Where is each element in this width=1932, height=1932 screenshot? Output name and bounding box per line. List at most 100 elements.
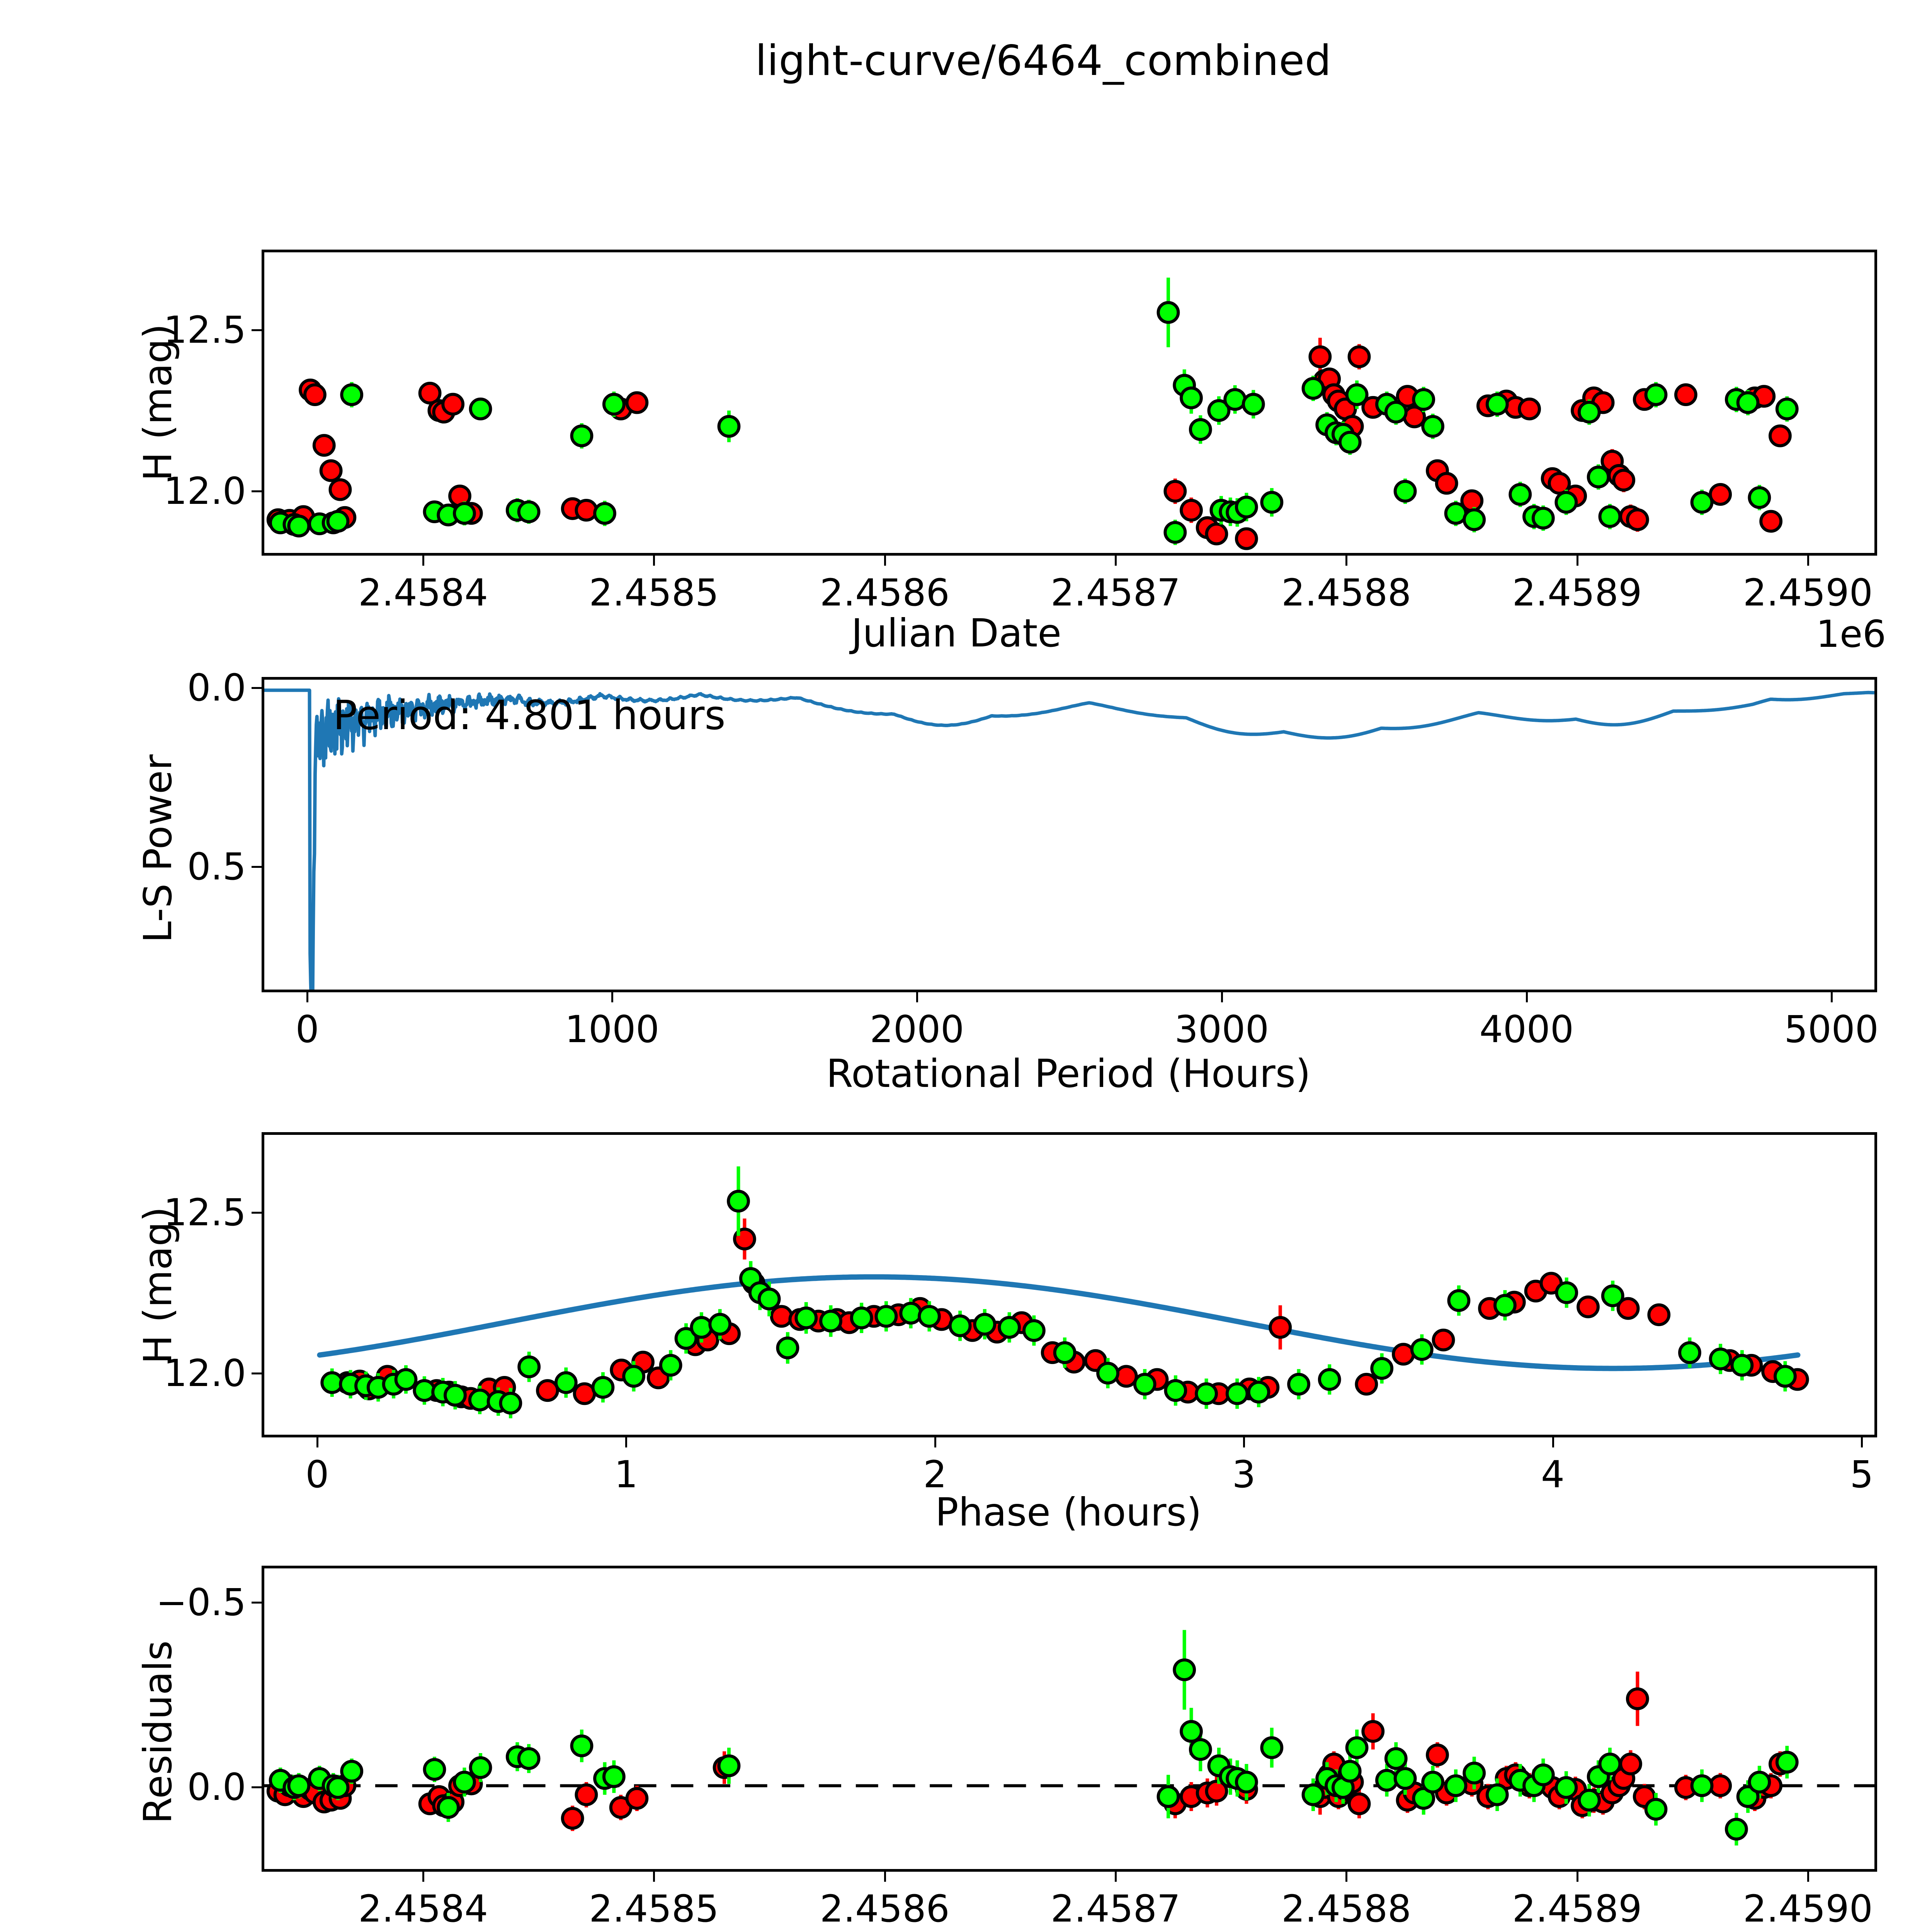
series-red-filter [266, 1672, 1792, 1831]
x-tick-mark [1114, 556, 1117, 566]
x-tick-label: 2.4585 [589, 571, 719, 614]
data-point [1133, 1372, 1156, 1396]
data-point [1096, 1362, 1119, 1385]
data-point [303, 383, 327, 406]
x-tick-mark [884, 1872, 886, 1882]
data-point [1410, 1338, 1434, 1361]
data-point [1463, 1762, 1486, 1785]
data-point [708, 1313, 732, 1336]
data-point [320, 1371, 344, 1394]
data-point [819, 1310, 842, 1333]
data-point [591, 1376, 615, 1399]
data-point [998, 1316, 1021, 1339]
data-point [536, 1379, 559, 1402]
data-point [1347, 1792, 1371, 1815]
data-point [1260, 491, 1284, 514]
x-tick-label: 2 [923, 1453, 947, 1496]
data-point [1748, 486, 1771, 509]
data-point [423, 1758, 446, 1781]
data-point [1235, 1770, 1258, 1794]
x-tick-mark [1830, 992, 1833, 1002]
data-point [1180, 1720, 1203, 1743]
data-point [674, 1327, 698, 1350]
residuals-x-offset-text: 1e6 [1816, 1928, 1886, 1932]
data-point [452, 1770, 476, 1794]
data-point [1577, 1295, 1600, 1318]
x-tick-mark [1221, 992, 1223, 1002]
data-point [1619, 1752, 1642, 1776]
data-point [1301, 1783, 1325, 1806]
x-tick-label: 2.4590 [1743, 1887, 1873, 1930]
data-point [1644, 1798, 1668, 1821]
data-point [1393, 480, 1417, 503]
x-tick-label: 2.4587 [1051, 571, 1180, 614]
residuals-plot-area [264, 1630, 1874, 1846]
data-point [1709, 483, 1732, 506]
data-point [1421, 1770, 1444, 1794]
y-tick-mark [252, 1602, 262, 1604]
residuals-xlabel: Julian Date [851, 1926, 1061, 1932]
figure-title: light-curve/6464_combined [755, 37, 1332, 85]
data-point [625, 391, 649, 414]
x-tick-mark [653, 556, 655, 566]
data-point [554, 1371, 578, 1394]
data-point [1164, 1379, 1187, 1402]
data-point [1493, 1294, 1517, 1317]
x-tick-mark [1861, 1437, 1863, 1447]
data-point [1338, 1760, 1362, 1783]
data-point [1384, 1747, 1408, 1770]
phasefold-ylabel: H (mag) [135, 1206, 180, 1364]
data-point [517, 1747, 541, 1770]
x-tick-label: 2.4589 [1512, 1887, 1642, 1930]
data-point [1361, 1720, 1385, 1743]
x-tick-mark [1114, 1872, 1117, 1882]
y-tick-label: 0.0 [187, 666, 246, 709]
periodogram-ylabel: L-S Power [135, 754, 180, 943]
x-tick-mark [1345, 556, 1348, 566]
data-point [326, 1776, 350, 1799]
x-tick-mark [934, 1437, 936, 1447]
data-point [1384, 401, 1408, 424]
sine-fit-curve [317, 1274, 1801, 1371]
data-point [287, 514, 311, 537]
data-point [1709, 1347, 1732, 1371]
data-point [1180, 386, 1203, 410]
data-point [1485, 393, 1509, 416]
data-point [1163, 480, 1187, 503]
x-tick-mark [1807, 556, 1809, 566]
data-point [441, 393, 465, 416]
data-point [1205, 522, 1228, 546]
x-tick-label: 2.4586 [820, 571, 950, 614]
x-tick-mark [1807, 1872, 1809, 1882]
data-point [1769, 424, 1792, 447]
data-point [1598, 1752, 1622, 1776]
data-point [1392, 1343, 1415, 1366]
data-point [1463, 508, 1486, 531]
data-point [659, 1354, 682, 1377]
data-point [1345, 383, 1369, 406]
x-tick-label: 3000 [1174, 1008, 1269, 1051]
data-point [1644, 383, 1668, 406]
data-point [1626, 508, 1649, 531]
y-tick-label: 0.0 [187, 1765, 246, 1809]
y-tick-label: 12.0 [163, 469, 246, 513]
y-tick-label: 12.0 [163, 1351, 246, 1395]
x-tick-mark [1552, 1437, 1554, 1447]
data-point [1235, 527, 1258, 550]
data-point [625, 1787, 649, 1810]
periodogram-plot-area [264, 688, 1874, 990]
x-tick-mark [625, 1437, 628, 1447]
panel-phasefold [262, 1132, 1877, 1437]
x-tick-mark [422, 556, 425, 566]
data-point [437, 1796, 460, 1819]
data-point [1690, 1774, 1714, 1797]
data-point [326, 510, 350, 533]
data-point [1156, 1785, 1180, 1808]
y-tick-mark [252, 866, 262, 868]
lightcurve-x-offset-text: 1e6 [1816, 612, 1886, 656]
data-point [1725, 1818, 1748, 1841]
x-tick-label: 2.4590 [1743, 571, 1873, 614]
data-point [1426, 1743, 1449, 1767]
x-tick-mark [1243, 1437, 1245, 1447]
